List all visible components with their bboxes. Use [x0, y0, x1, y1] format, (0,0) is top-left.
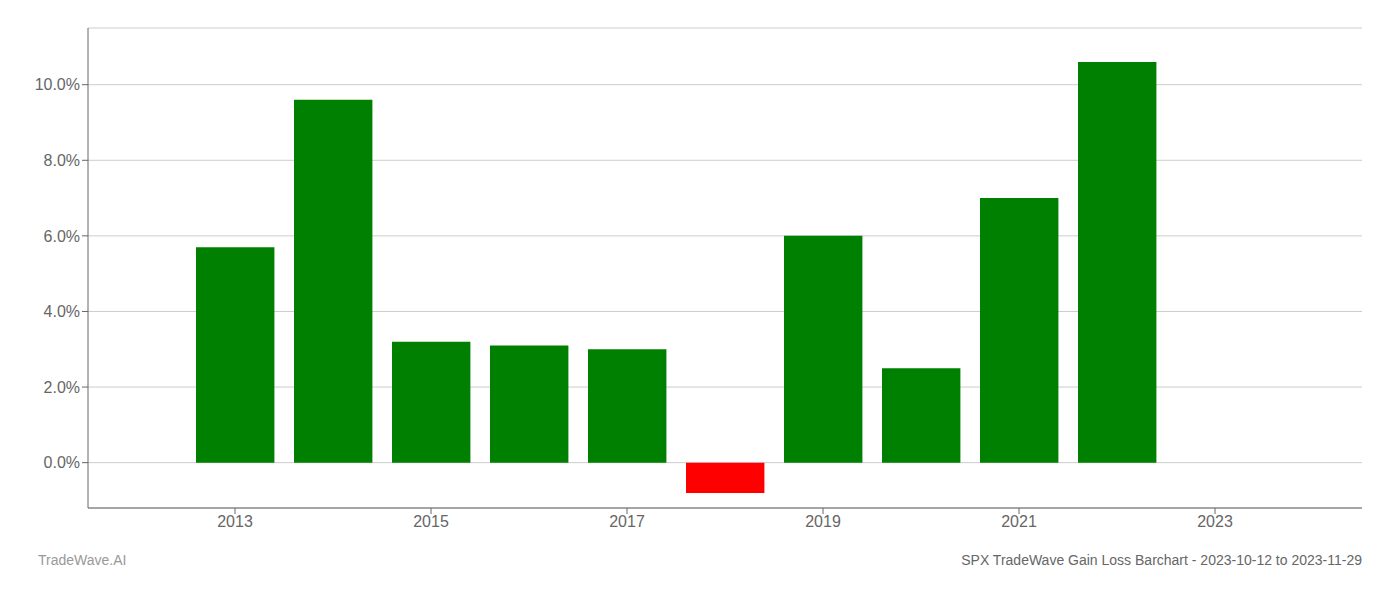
- svg-text:2013: 2013: [217, 513, 253, 530]
- svg-text:2019: 2019: [805, 513, 841, 530]
- svg-text:10.0%: 10.0%: [35, 76, 80, 93]
- svg-text:4.0%: 4.0%: [44, 303, 80, 320]
- svg-text:2023: 2023: [1197, 513, 1233, 530]
- svg-text:0.0%: 0.0%: [44, 454, 80, 471]
- svg-text:2017: 2017: [609, 513, 645, 530]
- svg-text:8.0%: 8.0%: [44, 152, 80, 169]
- svg-text:2.0%: 2.0%: [44, 379, 80, 396]
- svg-text:6.0%: 6.0%: [44, 228, 80, 245]
- svg-text:2015: 2015: [413, 513, 449, 530]
- html-text:SPX TradeWave Gain Loss Barcha: SPX TradeWave Gain Loss Barchart - 2023-…: [961, 552, 1362, 568]
- svg-text:2021: 2021: [1001, 513, 1037, 530]
- html-text:TradeWave.AI: TradeWave.AI: [38, 552, 127, 568]
